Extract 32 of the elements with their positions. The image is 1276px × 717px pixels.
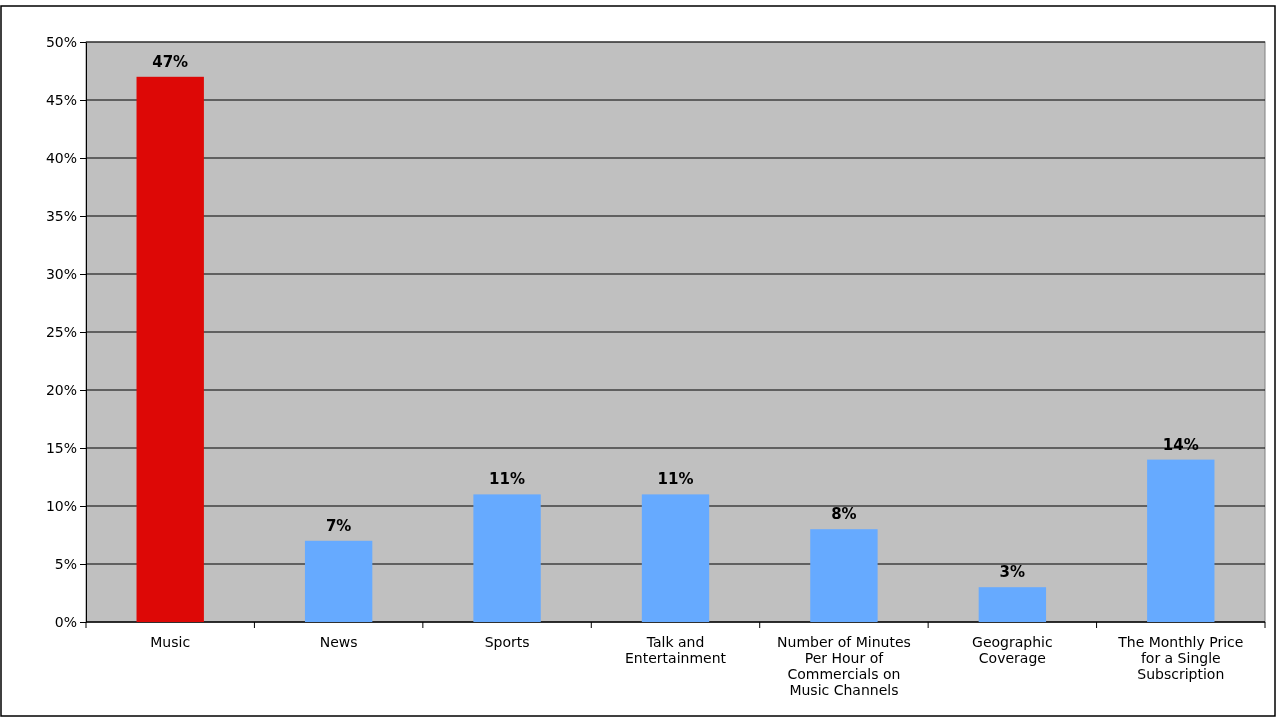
y-tick-label: 20% <box>45 381 77 398</box>
x-tick-label: Geographic Coverage <box>972 634 1053 667</box>
y-tick-label: 50% <box>45 33 77 50</box>
bar <box>136 76 204 622</box>
x-tick-label: Sports <box>484 634 530 650</box>
x-tick-label: News <box>319 634 358 650</box>
bar <box>978 587 1047 622</box>
data-label: 3% <box>999 563 1026 582</box>
data-label: 8% <box>831 505 857 524</box>
y-tick-label: 15% <box>45 439 77 456</box>
y-tick-label: 40% <box>45 149 77 166</box>
data-label: 11% <box>489 470 526 489</box>
data-label: 14% <box>1162 435 1199 454</box>
y-tick-label: 5% <box>54 555 77 572</box>
y-tick-label: 0% <box>54 613 77 630</box>
bar <box>1147 459 1215 622</box>
x-tick-label: Talk and Entertainment <box>624 634 727 667</box>
x-tick-label: Music <box>150 634 191 650</box>
y-tick-label: 10% <box>45 497 77 514</box>
bar <box>473 494 541 622</box>
y-tick-label: 25% <box>45 323 77 340</box>
bar <box>304 540 373 622</box>
data-label: 47% <box>152 52 189 71</box>
x-tick-label: The Monthly Price for a Single Subscription <box>1117 634 1244 683</box>
data-label: 7% <box>325 516 352 535</box>
y-tick-label: 45% <box>45 91 77 108</box>
x-tick-label: Number of Minutes Per Hour of Commercials on Music Channels <box>777 634 911 699</box>
bar <box>641 494 710 622</box>
data-label: 11% <box>657 470 694 489</box>
bar <box>810 529 878 622</box>
y-tick-label: 30% <box>45 265 77 282</box>
y-tick-label: 35% <box>45 207 77 224</box>
